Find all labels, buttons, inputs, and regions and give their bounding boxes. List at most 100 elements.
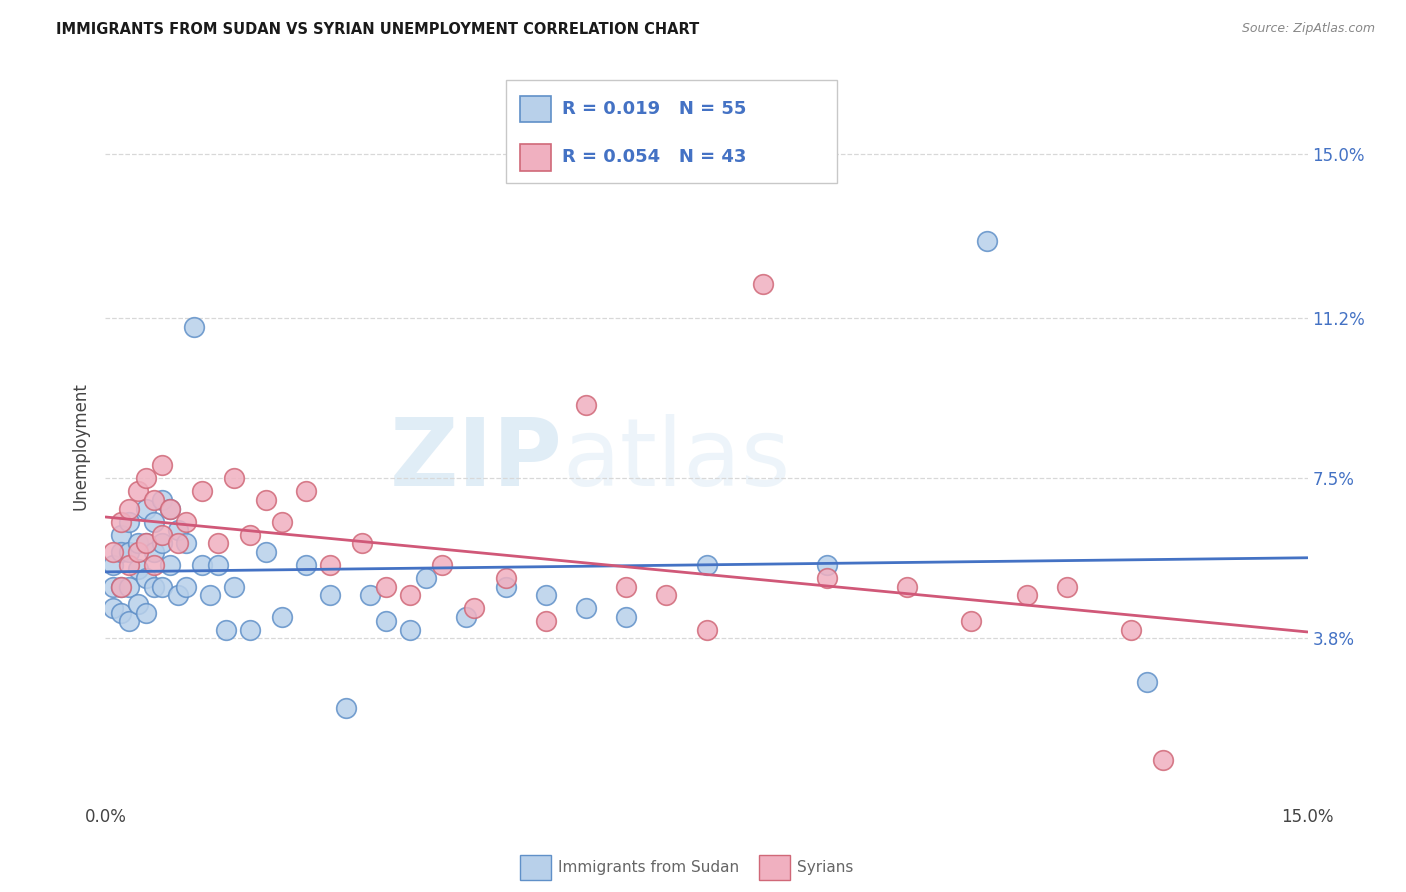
Point [415, 571, 437, 585]
Point [239, 527, 262, 541]
Point [350, 536, 373, 550]
Point [110, 580, 132, 594]
Point [127, 562, 149, 576]
Point [150, 458, 173, 473]
Point [110, 515, 132, 529]
Point [110, 606, 132, 620]
Point [127, 536, 149, 550]
Point [190, 558, 212, 572]
Point [150, 536, 173, 550]
Point [127, 597, 149, 611]
Text: ZIP: ZIP [389, 414, 562, 507]
Point [135, 501, 157, 516]
Point [142, 515, 165, 529]
Point [655, 588, 678, 602]
Point [270, 610, 292, 624]
Point [118, 614, 141, 628]
Point [976, 234, 998, 248]
Point [118, 580, 141, 594]
Point [103, 558, 125, 572]
Point [495, 571, 517, 585]
Point [142, 493, 165, 508]
Point [150, 493, 173, 508]
Point [174, 515, 197, 529]
Point [815, 558, 838, 572]
Point [190, 484, 212, 499]
Point [159, 501, 181, 516]
Point [575, 601, 598, 615]
Point [135, 536, 157, 550]
Point [198, 588, 221, 602]
Point [1121, 623, 1143, 637]
Text: Source: ZipAtlas.com: Source: ZipAtlas.com [1241, 22, 1375, 36]
Point [751, 277, 773, 291]
Point [430, 558, 453, 572]
Point [335, 700, 357, 714]
Point [960, 614, 983, 628]
Point [166, 588, 188, 602]
Point [575, 398, 598, 412]
Point [135, 571, 157, 585]
Point [254, 493, 277, 508]
Point [110, 545, 132, 559]
Point [399, 623, 422, 637]
Point [118, 545, 141, 559]
Point [110, 527, 132, 541]
Point [142, 545, 165, 559]
Point [454, 610, 477, 624]
Point [207, 536, 229, 550]
Point [135, 536, 157, 550]
Point [319, 558, 342, 572]
Point [463, 601, 485, 615]
Text: R = 0.019   N = 55: R = 0.019 N = 55 [562, 100, 747, 118]
Point [534, 614, 557, 628]
Point [159, 501, 181, 516]
Point [110, 580, 132, 594]
Point [103, 545, 125, 559]
Point [1056, 580, 1078, 594]
Point [135, 606, 157, 620]
Point [696, 623, 718, 637]
Point [270, 515, 292, 529]
Point [127, 545, 149, 559]
Point [399, 588, 422, 602]
Point [696, 558, 718, 572]
Y-axis label: Unemployment: Unemployment [72, 382, 90, 510]
Point [142, 580, 165, 594]
Point [150, 580, 173, 594]
Point [183, 320, 205, 334]
Point [319, 588, 342, 602]
Point [1152, 753, 1174, 767]
Text: R = 0.054   N = 43: R = 0.054 N = 43 [562, 148, 747, 166]
Point [150, 527, 173, 541]
Point [295, 484, 318, 499]
Point [166, 524, 188, 538]
Point [127, 484, 149, 499]
Point [254, 545, 277, 559]
Point [214, 623, 236, 637]
Text: Immigrants from Sudan: Immigrants from Sudan [558, 860, 740, 874]
Point [374, 614, 398, 628]
Point [222, 580, 245, 594]
Point [815, 571, 838, 585]
Point [1136, 674, 1159, 689]
Point [207, 558, 229, 572]
Point [135, 471, 157, 485]
Point [359, 588, 381, 602]
Point [118, 558, 141, 572]
Point [118, 501, 141, 516]
Text: atlas: atlas [562, 414, 790, 507]
Point [159, 558, 181, 572]
Point [103, 601, 125, 615]
Point [103, 580, 125, 594]
Point [616, 580, 638, 594]
Point [616, 610, 638, 624]
Point [1017, 588, 1039, 602]
Point [295, 558, 318, 572]
Text: Syrians: Syrians [797, 860, 853, 874]
Point [142, 558, 165, 572]
Text: IMMIGRANTS FROM SUDAN VS SYRIAN UNEMPLOYMENT CORRELATION CHART: IMMIGRANTS FROM SUDAN VS SYRIAN UNEMPLOY… [56, 22, 700, 37]
Point [534, 588, 557, 602]
Point [222, 471, 245, 485]
Point [495, 580, 517, 594]
